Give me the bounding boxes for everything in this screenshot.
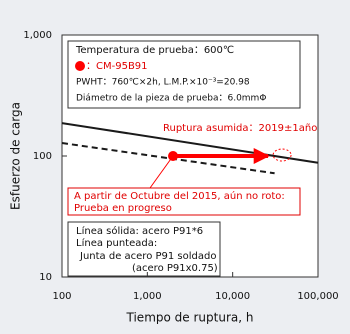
rupture-note: Ruptura asumida：2019±1año [163, 123, 317, 134]
x-tick-label: 10,000 [215, 291, 250, 302]
x-tick-label: 100 [52, 291, 71, 302]
y-tick-label: 1,000 [23, 30, 52, 41]
rupture-circle [272, 148, 292, 162]
curve [61, 142, 275, 175]
line-note: (acero P91x0.75) [132, 263, 218, 274]
progress-note: Prueba en progreso [74, 203, 172, 214]
line-note: Línea sólida: acero P91*6 [76, 225, 203, 237]
line-note: Línea punteada: [76, 237, 157, 249]
x-tick-label: 100,000 [297, 291, 338, 302]
leader-line [149, 155, 174, 189]
test-point [168, 151, 179, 161]
y-tick-label: 10 [39, 272, 52, 283]
conditions-box [67, 40, 301, 109]
curve [61, 122, 319, 164]
x-tick-label: 1,000 [133, 291, 162, 302]
legend-dot [75, 61, 85, 71]
y-tick-label: 100 [33, 151, 52, 162]
x-axis-label: Tiempo de ruptura, h [126, 311, 254, 325]
progress-note: A partir de Octubre del 2015, aún no rot… [74, 190, 285, 202]
condition: Temperatura de prueba：600℃ [75, 45, 234, 56]
y-axis-label: Esfuerzo de carga [9, 102, 23, 210]
condition: PWHT：760℃×2h, L.M.P.×10⁻³=20.98 [76, 78, 250, 88]
line-notes-box [67, 221, 221, 277]
progress-box [67, 187, 301, 216]
condition: Diámetro de la pieza de prueba：6.0mmΦ [76, 94, 266, 104]
condition: ：CM-95B91 [86, 61, 148, 72]
line-note: Junta de acero P91 soldado [79, 251, 216, 262]
